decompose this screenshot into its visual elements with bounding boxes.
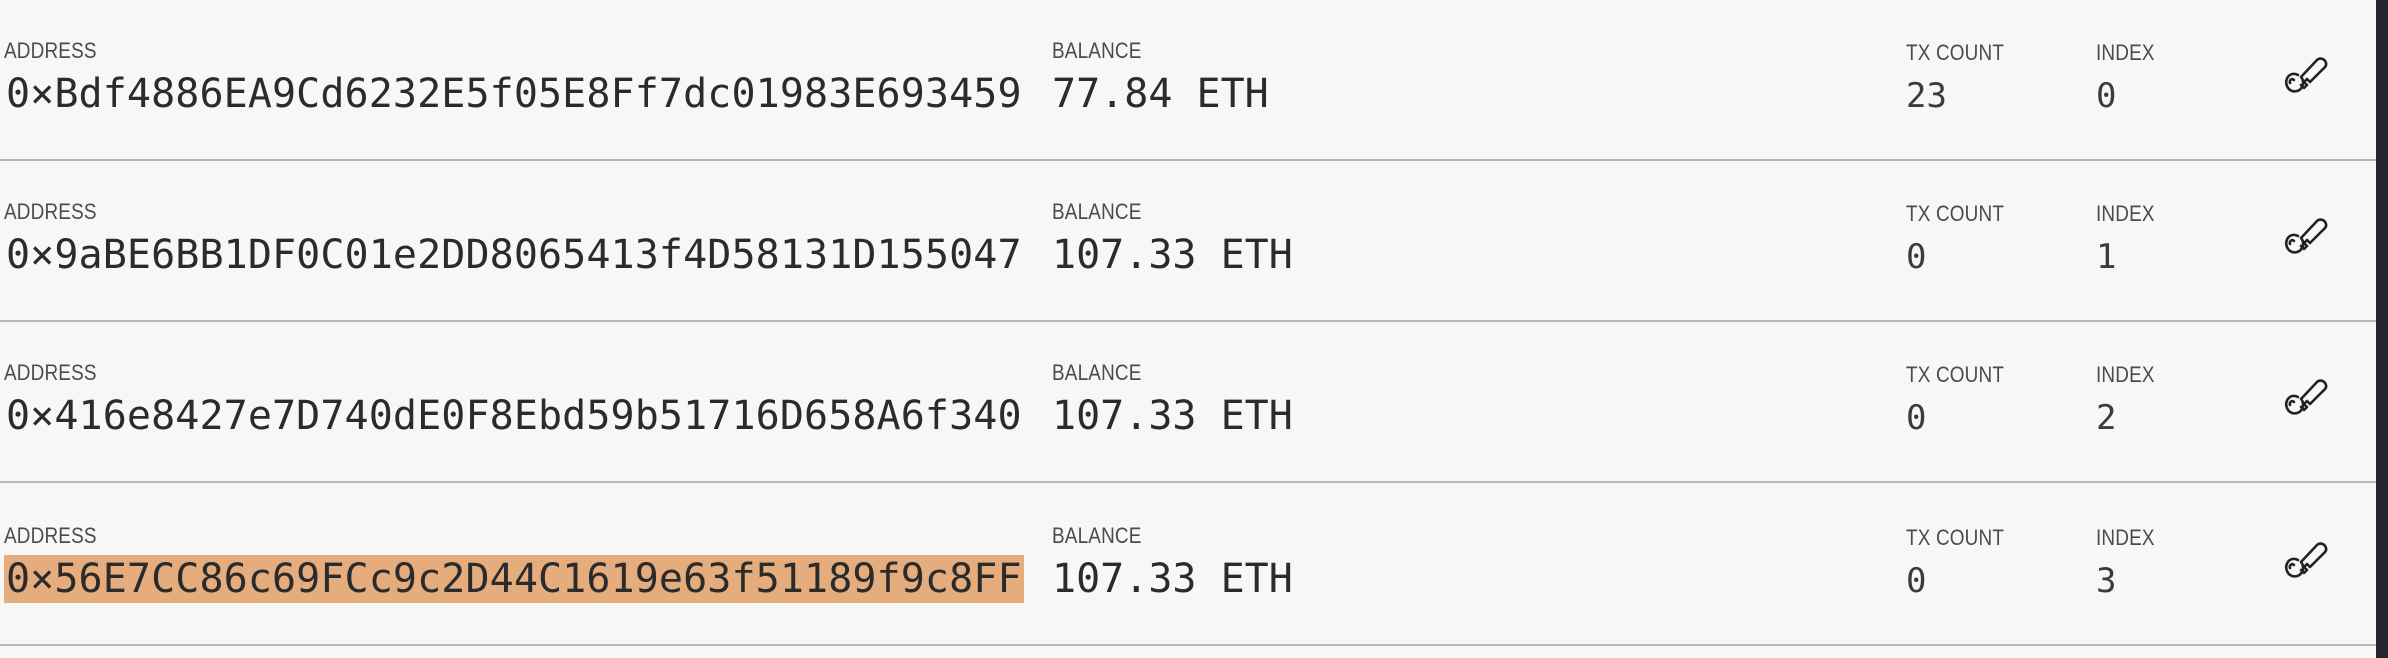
key-icon[interactable] (2280, 372, 2332, 424)
index-label: INDEX (2096, 362, 2155, 387)
balance-label: BALANCE (1052, 199, 1142, 224)
address-label: ADDRESS (4, 199, 97, 224)
index-value: 3 (2096, 561, 2117, 601)
address-label: ADDRESS (4, 523, 97, 548)
balance-label: BALANCE (1052, 360, 1142, 385)
index-label: INDEX (2096, 201, 2155, 226)
window-edge (2376, 0, 2388, 658)
tx-count-label: TX COUNT (1906, 525, 2005, 550)
account-balance: 107.33 ETH (1052, 393, 1293, 439)
balance-label: BALANCE (1052, 523, 1142, 548)
account-balance: 77.84 ETH (1052, 71, 1269, 117)
tx-count-value: 0 (1906, 398, 1927, 438)
balance-label: BALANCE (1052, 38, 1142, 63)
account-address-selected[interactable]: 0×56E7CC86c69FCc9c2D44C1619e63f51189f9c8… (4, 555, 1024, 603)
index-label: INDEX (2096, 40, 2155, 65)
index-label: INDEX (2096, 525, 2155, 550)
account-balance: 107.33 ETH (1052, 232, 1293, 278)
account-row[interactable]: ADDRESS 0×9aBE6BB1DF0C01e2DD8065413f4D58… (0, 161, 2376, 322)
account-row[interactable]: ADDRESS 0×Bdf4886EA9Cd6232E5f05E8Ff7dc01… (0, 0, 2376, 161)
key-icon[interactable] (2280, 535, 2332, 587)
tx-count-value: 0 (1906, 561, 1927, 601)
account-row-selected[interactable]: ADDRESS 0×56E7CC86c69FCc9c2D44C1619e63f5… (0, 485, 2376, 646)
tx-count-label: TX COUNT (1906, 40, 2005, 65)
key-icon[interactable] (2280, 211, 2332, 263)
tx-count-value: 23 (1906, 76, 1947, 116)
tx-count-label: TX COUNT (1906, 201, 2005, 226)
account-address[interactable]: 0×Bdf4886EA9Cd6232E5f05E8Ff7dc01983E6934… (6, 71, 1022, 117)
index-value: 1 (2096, 237, 2117, 277)
tx-count-label: TX COUNT (1906, 362, 2005, 387)
address-label: ADDRESS (4, 360, 97, 385)
tx-count-value: 0 (1906, 237, 1927, 277)
address-label: ADDRESS (4, 38, 97, 63)
index-value: 2 (2096, 398, 2117, 438)
index-value: 0 (2096, 76, 2117, 116)
account-row[interactable]: ADDRESS 0×416e8427e7D740dE0F8Ebd59b51716… (0, 322, 2376, 483)
key-icon[interactable] (2280, 50, 2332, 102)
account-address[interactable]: 0×9aBE6BB1DF0C01e2DD8065413f4D58131D1550… (6, 232, 1022, 278)
account-balance: 107.33 ETH (1052, 556, 1293, 602)
account-address[interactable]: 0×416e8427e7D740dE0F8Ebd59b51716D658A6f3… (6, 393, 1022, 439)
